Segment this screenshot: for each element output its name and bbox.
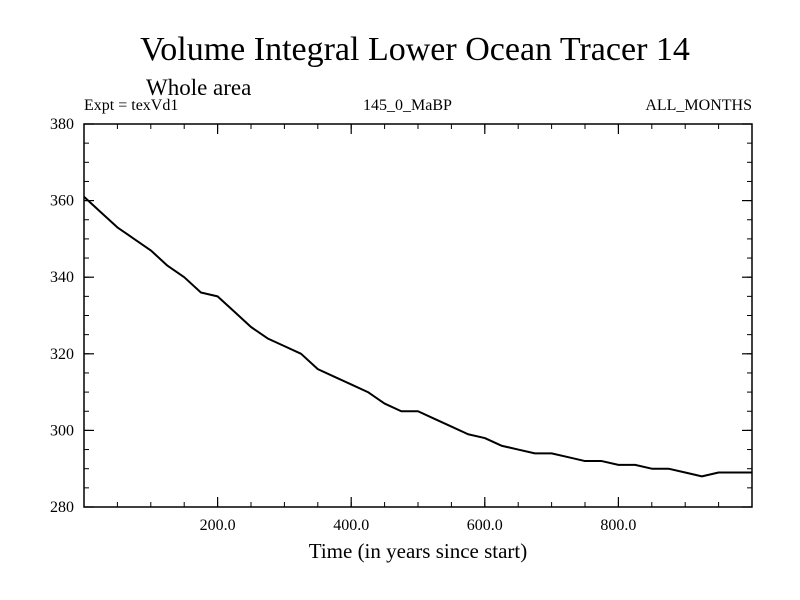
chart-subtitle: Whole area [146,75,251,100]
right-label: ALL_MONTHS [645,97,752,114]
y-tick-label: 280 [50,499,74,516]
x-tick-label: 200.0 [200,517,236,534]
chart-title: Volume Integral Lower Ocean Tracer 14 [140,31,690,68]
y-axis: 280 300 320 340 360 380 [50,116,752,516]
x-tick-label: 400.0 [333,517,369,534]
center-label: 145_0_MaBP [363,97,452,114]
experiment-label: Expt = texVd1 [84,97,178,114]
x-tick-label: 600.0 [467,517,503,534]
y-tick-label: 380 [50,116,74,133]
y-tick-label: 320 [50,346,74,363]
x-axis: 200.0 400.0 600.0 800.0 [200,124,636,534]
y-tick-label: 360 [50,193,74,210]
x-axis-label: Time (in years since start) [309,539,528,563]
minor-ticks [84,124,752,507]
x-tick-label: 800.0 [600,517,636,534]
y-tick-label: 340 [50,269,74,286]
plot-frame [83,123,753,508]
series-layer [83,196,752,478]
series-line [83,196,752,478]
y-tick-label: 300 [50,422,74,439]
